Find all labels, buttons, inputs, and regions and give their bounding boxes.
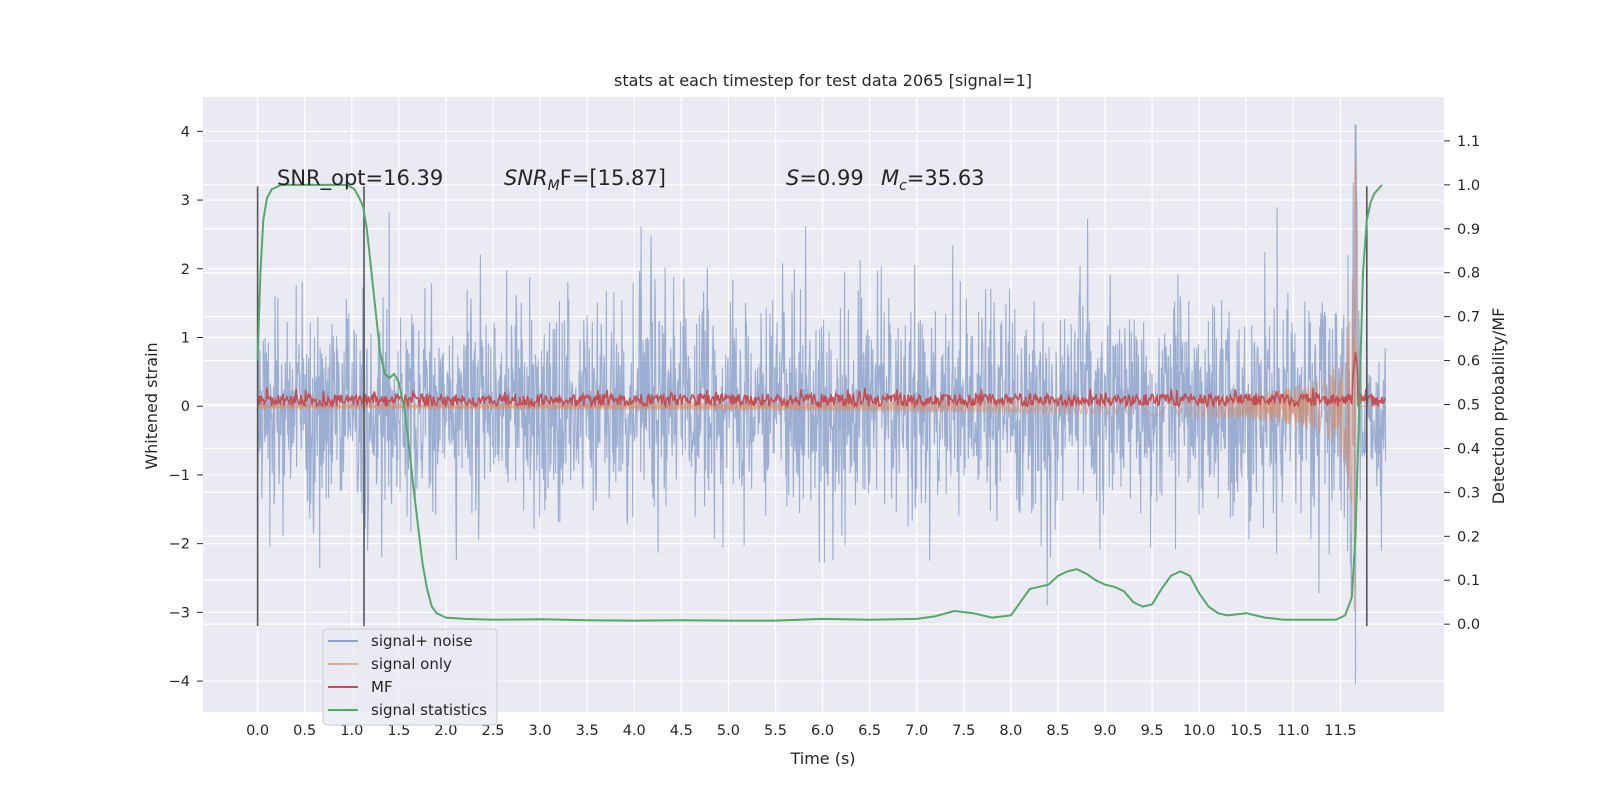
legend-label-signal-noise: signal+ noise — [371, 632, 473, 650]
x-tick-label: 2.5 — [481, 723, 504, 739]
annotation-snr-opt: SNR_opt=16.39 — [277, 166, 443, 191]
y-tick-label: 0 — [181, 399, 190, 415]
x-tick-label: 4.0 — [623, 723, 646, 739]
y-right-tick-label: 0.0 — [1457, 617, 1480, 633]
x-tick-label: 8.0 — [999, 723, 1022, 739]
annotation-s-mc: S=0.99 Mc=35.63 — [786, 166, 985, 194]
legend-item-signal-noise: signal+ noise — [328, 632, 473, 650]
mc-label: M — [881, 166, 899, 190]
legend-item-mf: MF — [328, 678, 393, 696]
legend-label-signal-only: signal only — [371, 655, 452, 673]
x-tick-label: 11.5 — [1324, 723, 1356, 739]
y-right-tick-label: 0.7 — [1457, 310, 1480, 326]
signal-noise-line — [257, 124, 1387, 685]
series-mf — [256, 352, 1386, 410]
y-right-tick-label: 0.9 — [1457, 222, 1480, 238]
series-signal-statistics — [256, 183, 1383, 622]
y-right-tick-label: 0.6 — [1457, 354, 1480, 370]
x-tick-label: 6.0 — [811, 723, 834, 739]
vertical-markers — [256, 186, 1368, 627]
y-tick-label: −3 — [169, 605, 190, 621]
x-tick-label: 9.0 — [1094, 723, 1117, 739]
legend-label-signal-statistics: signal statistics — [371, 701, 487, 719]
y-axis-label: Whitened strain — [142, 342, 161, 469]
y-tick-label: −2 — [169, 537, 190, 553]
legend-box — [322, 628, 498, 726]
y-tick-label: 4 — [181, 124, 190, 140]
x-tick-label: 7.5 — [952, 723, 975, 739]
y-tick-label: 3 — [181, 193, 190, 209]
chart-title: stats at each timestep for test data 206… — [614, 71, 1032, 90]
y-right-tick-label: 1.0 — [1457, 178, 1480, 194]
legend-item-signal-statistics: signal statistics — [328, 701, 487, 719]
s-value: =0.99 — [799, 166, 863, 190]
y-right-tick-label: 0.1 — [1457, 573, 1480, 589]
y-tick-label: 1 — [181, 331, 190, 347]
mc-value: =35.63 — [907, 166, 985, 190]
x-tick-label: 5.0 — [717, 723, 740, 739]
x-tick-label: 11.0 — [1277, 723, 1309, 739]
snr-mf-rest: F=[15.87] — [560, 166, 666, 190]
x-tick-label: 2.0 — [434, 723, 457, 739]
x-tick-label: 3.5 — [576, 723, 599, 739]
y-right-tick-label: 1.1 — [1457, 134, 1480, 150]
x-tick-label: 1.0 — [340, 723, 363, 739]
y-right-tick-label: 0.2 — [1457, 529, 1480, 545]
x-tick-label: 10.0 — [1183, 723, 1215, 739]
x-axis-label: Time (s) — [789, 749, 855, 768]
s-text: S=0.99 — [786, 166, 864, 190]
x-tick-label: 6.5 — [858, 723, 881, 739]
x-tick-label: 7.0 — [905, 723, 928, 739]
annotation-snr-mf: SNRMF=[15.87] — [504, 166, 666, 194]
axes: 0.0 0.5 1.0 1.5 2.0 2.5 3.0 3.5 4.0 4.5 5.0 5.5 6.0 6… — [169, 124, 1480, 739]
y-right-tick-label: 0.4 — [1457, 441, 1480, 457]
snr-mf-sub: M — [548, 178, 560, 194]
x-tick-label: 4.5 — [670, 723, 693, 739]
x-tick-label: 3.0 — [529, 723, 552, 739]
mc-sub: c — [899, 178, 907, 194]
legend-label-mf: MF — [371, 678, 393, 696]
x-tick-label: 0.0 — [246, 723, 269, 739]
y-tick-label: 2 — [181, 262, 190, 278]
series-signal-noise — [257, 124, 1387, 685]
snr-opt-text: SNR_opt=16.39 — [277, 166, 443, 191]
y-right-tick-label: 0.3 — [1457, 485, 1480, 501]
x-tick-label: 9.5 — [1141, 723, 1164, 739]
y-axis-label-right: Detection probability/MF — [1489, 308, 1508, 505]
y-tick-label: −4 — [169, 674, 190, 690]
x-tick-label: 10.5 — [1230, 723, 1262, 739]
mf-line — [256, 352, 1386, 410]
y-right-tick-label: 0.5 — [1457, 398, 1480, 414]
x-tick-label: 1.5 — [387, 723, 410, 739]
legend: signal+ noise signal only MF signal stat… — [322, 628, 498, 726]
snr-mf-text: SNRMF=[15.87] — [504, 166, 666, 194]
y-right-tick-label: 0.8 — [1457, 266, 1480, 282]
s-label: S — [786, 166, 799, 190]
legend-item-signal-only: signal only — [328, 655, 452, 673]
x-tick-label: 0.5 — [293, 723, 316, 739]
y-tick-label: −1 — [169, 468, 190, 484]
x-tick-label: 5.5 — [764, 723, 787, 739]
snr-mf-label: SNR — [504, 166, 548, 190]
signal-only-line — [257, 162, 1386, 613]
x-tick-label: 8.5 — [1046, 723, 1069, 739]
signal-statistics-line — [256, 183, 1383, 622]
series-signal-only — [257, 162, 1386, 613]
mc-text: Mc=35.63 — [881, 166, 985, 194]
